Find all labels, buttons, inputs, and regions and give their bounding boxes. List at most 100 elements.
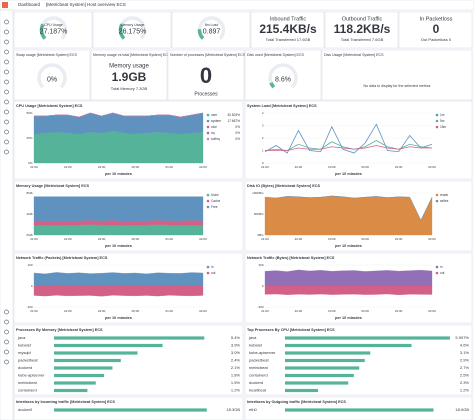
panel-title: Memory usage vs total [Metricbeat System…	[93, 53, 171, 57]
nav-icon[interactable]	[4, 29, 9, 35]
nav-icon[interactable]	[4, 59, 9, 65]
nav-icon[interactable]	[4, 329, 9, 335]
panel-title: Top Processes By CPU [Metricbeat System]…	[247, 328, 335, 332]
x-axis-label: per 10 minutes	[105, 316, 132, 320]
panel-title: Interfaces by Incoming traffic [Metricbe…	[16, 400, 115, 404]
legend-swatch	[206, 119, 210, 123]
nav-icon[interactable]	[4, 339, 9, 345]
legend-swatch	[435, 199, 439, 203]
row-label: packetbeat	[249, 358, 269, 363]
legend-value: 0%	[235, 131, 240, 135]
legend-value: 0%	[235, 125, 240, 129]
legend-swatch	[206, 137, 210, 141]
legend-label: irq	[211, 131, 215, 135]
logo[interactable]	[2, 2, 8, 8]
metric-value: 0	[433, 22, 440, 36]
row-label: kube-apiserver	[249, 350, 276, 355]
gauge-value: 0%	[47, 76, 57, 83]
legend-label: softirq	[211, 137, 220, 141]
nav-icon[interactable]	[4, 319, 9, 325]
x-tick-label: 22:00	[295, 237, 303, 241]
x-tick-label: 21:00	[30, 165, 38, 169]
nav-icon[interactable]	[4, 349, 9, 355]
nav-icon[interactable]	[4, 309, 9, 315]
legend-swatch	[206, 131, 210, 135]
x-tick-label: 21:00	[261, 237, 269, 241]
nav-icon[interactable]	[4, 149, 9, 155]
panel	[244, 100, 473, 180]
x-tick-label: 23:00	[98, 165, 106, 169]
row-label: containerd	[18, 388, 37, 393]
row-value: 2.3%	[460, 380, 470, 385]
legend-swatch	[206, 113, 210, 117]
panel	[321, 49, 473, 101]
panel-title: Network Traffic (Bytes) [Metricbeat Syst…	[247, 256, 335, 260]
y-tick-label: 0	[262, 161, 264, 165]
row-value: 2.4%	[231, 358, 241, 363]
x-axis-label: per 10 minutes	[335, 244, 362, 248]
x-tick-label: 23:00	[328, 309, 336, 313]
row-value: 3.0%	[231, 350, 241, 355]
legend-swatch	[435, 113, 439, 117]
y-tick-label: 0	[31, 284, 33, 288]
nav-icon[interactable]	[4, 119, 9, 125]
panel-title: Network Traffic (Packets) [Metricbeat Sy…	[16, 256, 108, 260]
bar	[285, 388, 318, 393]
legend-value: 0%	[235, 137, 240, 141]
legend-label: 1m	[440, 113, 445, 117]
gauge-track	[37, 63, 67, 89]
y-tick-label: 0GB	[26, 233, 32, 237]
nav-icon[interactable]	[4, 39, 9, 45]
nav-icon[interactable]	[4, 69, 9, 75]
nav-icon[interactable]	[4, 99, 9, 105]
metric-value: 1.9GB	[112, 70, 147, 84]
x-tick-label: 22:00	[295, 165, 303, 169]
panel	[244, 49, 322, 101]
metric-detail: Total Transferred 7.6GB	[341, 37, 384, 42]
line	[264, 123, 433, 154]
area	[264, 195, 433, 221]
row-label: metricbeat	[18, 380, 38, 385]
metric-title: In Packetloss	[420, 16, 453, 22]
nav-icon[interactable]	[4, 109, 9, 115]
page-title: [Metricbeat System] Host overview ECS	[46, 2, 126, 7]
y-tick-label: 50%	[26, 111, 32, 115]
legend-label: out	[440, 271, 445, 275]
area	[264, 285, 433, 295]
nav-icon[interactable]	[4, 89, 9, 95]
metric-title: Inbound Traffic	[270, 16, 307, 22]
line	[265, 145, 432, 151]
x-tick-label: 23:00	[98, 309, 106, 313]
panel-title: Number of processes [Metricbeat System] …	[170, 53, 246, 57]
legend-swatch	[206, 271, 210, 275]
row-value: 1.5%	[231, 380, 241, 385]
nav-icon[interactable]	[4, 139, 9, 145]
y-tick-label: -100	[26, 305, 32, 309]
panel	[90, 49, 168, 101]
metric-value: 118.2KB/s	[334, 22, 391, 36]
breadcrumb[interactable]: Dashboard	[18, 2, 41, 7]
x-tick-label: 23:00	[98, 237, 106, 241]
panel-title: CPU Usage [Metricbeat System] ECS	[16, 104, 83, 108]
x-tick-label: 00:00	[132, 237, 140, 241]
x-tick-label: 00:00	[361, 237, 369, 241]
row-label: java	[248, 335, 257, 340]
nav-icon[interactable]	[4, 19, 9, 25]
x-tick-label: 01:00	[165, 237, 173, 241]
legend-swatch	[206, 199, 210, 203]
y-tick-label: 4GB	[26, 212, 32, 216]
gauge-label: 5m Load	[205, 23, 219, 27]
nav-icon[interactable]	[4, 49, 9, 55]
nav-icon[interactable]	[4, 129, 9, 135]
bar	[54, 381, 96, 385]
bar	[285, 381, 349, 385]
row-value: 3.9%	[231, 343, 241, 348]
nav-icon[interactable]	[4, 359, 9, 365]
area	[33, 196, 204, 222]
row-value: 18.3GB	[226, 407, 240, 412]
panel-title: System Load [Metricbeat System] ECS	[247, 104, 317, 108]
nav-icon[interactable]	[4, 79, 9, 85]
gauge-value: 0.897	[203, 28, 221, 35]
panel-title: Memory Usage [Metricbeat System] ECS	[16, 184, 89, 188]
gauge-value: 27.187%	[40, 28, 68, 35]
